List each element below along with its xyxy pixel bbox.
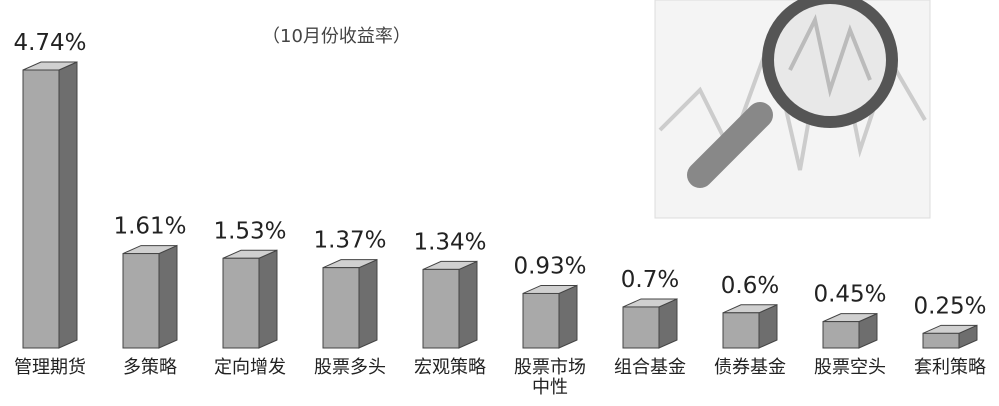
value-label: 0.45% xyxy=(813,282,886,308)
bar xyxy=(223,258,259,348)
subtitle: （10月份收益率） xyxy=(262,22,411,48)
bar xyxy=(523,293,559,348)
x-tick-label: 股票空头 xyxy=(811,358,889,378)
chart: 4.74% 1.61% 1.53% 1.37% 1.34% 0.93% 0.7% 0.6% 0.… xyxy=(0,0,999,406)
bar xyxy=(823,322,859,348)
bar-side xyxy=(59,62,77,348)
x-tick-label: 宏观策略 xyxy=(411,358,489,378)
x-tick-label: 管理期货 xyxy=(11,358,89,378)
bar-side xyxy=(559,285,577,348)
value-label: 0.25% xyxy=(913,293,986,319)
value-label: 1.34% xyxy=(413,229,486,255)
x-tick-label: 定向增发 xyxy=(211,358,289,378)
bar xyxy=(923,333,959,348)
bar xyxy=(123,254,159,348)
x-tick-label: 债券基金 xyxy=(711,358,789,378)
bar xyxy=(23,70,59,348)
x-tick-label: 套利策略 xyxy=(911,358,989,378)
x-tick-label: 股票市场中性 xyxy=(511,358,589,398)
bar xyxy=(723,313,759,348)
value-label: 1.53% xyxy=(213,218,286,244)
bar-side xyxy=(459,261,477,348)
x-tick-label: 多策略 xyxy=(111,358,189,378)
value-label: 0.93% xyxy=(513,253,586,279)
x-tick-label: 股票多头 xyxy=(311,358,389,378)
bar-side xyxy=(659,299,677,348)
value-label: 1.37% xyxy=(313,228,386,254)
x-tick-label: 组合基金 xyxy=(611,358,689,378)
value-label: 0.6% xyxy=(721,273,779,299)
bar xyxy=(323,268,359,348)
value-label: 4.74% xyxy=(13,30,86,56)
value-label: 0.7% xyxy=(621,267,679,293)
decoration-magnifier xyxy=(655,0,930,218)
bar xyxy=(423,269,459,348)
bar-side xyxy=(359,260,377,348)
bar xyxy=(623,307,659,348)
value-label: 1.61% xyxy=(113,214,186,240)
bar-side xyxy=(159,246,177,348)
chart-canvas: 4.74% 1.61% 1.53% 1.37% 1.34% 0.93% 0.7% 0.6% 0.… xyxy=(0,0,999,406)
bar-side xyxy=(259,250,277,348)
